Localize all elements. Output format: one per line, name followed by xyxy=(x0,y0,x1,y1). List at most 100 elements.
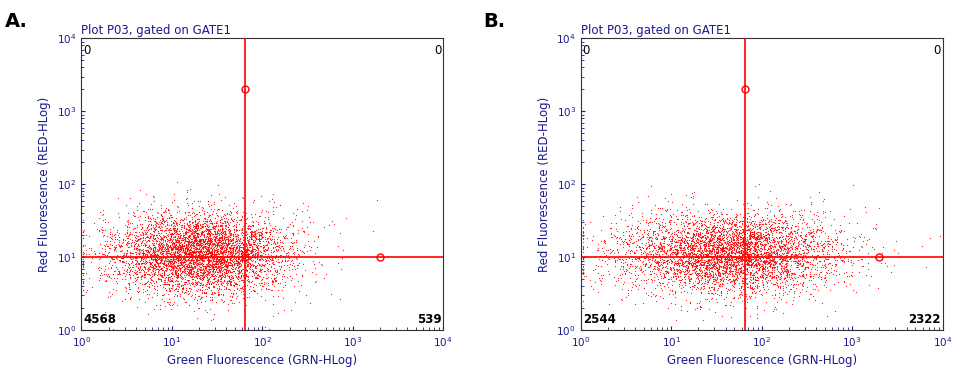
Point xyxy=(162,274,177,280)
Point xyxy=(161,275,176,281)
Point xyxy=(98,219,113,225)
Point xyxy=(711,282,726,288)
Point xyxy=(710,219,725,225)
Point xyxy=(182,218,197,224)
Point xyxy=(158,242,173,248)
Point xyxy=(230,249,245,255)
Point xyxy=(722,245,737,251)
Point xyxy=(164,267,179,273)
Point xyxy=(651,223,666,229)
Point xyxy=(733,234,748,240)
Point xyxy=(229,267,244,273)
Point xyxy=(712,258,727,265)
Point xyxy=(240,251,256,257)
Point xyxy=(761,260,776,266)
Point xyxy=(164,227,179,233)
Point xyxy=(164,234,179,240)
Point xyxy=(708,232,723,238)
Point xyxy=(736,247,751,253)
Point xyxy=(230,253,245,259)
Point xyxy=(209,233,224,239)
Point xyxy=(175,268,190,274)
Point xyxy=(715,264,730,270)
Point xyxy=(213,242,229,248)
Point xyxy=(708,208,723,214)
Point xyxy=(227,246,242,252)
Point xyxy=(165,264,180,270)
Point xyxy=(638,246,654,252)
Point xyxy=(242,263,257,270)
Point xyxy=(219,246,234,252)
Point xyxy=(252,248,267,254)
Point xyxy=(251,242,266,248)
Point xyxy=(794,212,810,218)
Point xyxy=(142,237,157,243)
Point xyxy=(770,268,786,274)
Point xyxy=(185,229,200,235)
Point xyxy=(689,305,704,311)
Point xyxy=(168,270,184,276)
Point xyxy=(192,240,208,246)
Point xyxy=(709,245,724,251)
Point xyxy=(193,252,209,258)
Point xyxy=(758,274,773,280)
Point xyxy=(675,239,690,245)
Point xyxy=(636,227,652,233)
Point xyxy=(679,233,694,239)
Point xyxy=(245,239,260,245)
Point xyxy=(705,261,721,267)
Point xyxy=(664,282,679,288)
Point xyxy=(143,280,158,286)
Point xyxy=(272,258,287,265)
Point xyxy=(115,240,130,246)
Point xyxy=(282,220,298,227)
Point xyxy=(705,256,721,262)
Point xyxy=(137,242,152,248)
Point xyxy=(738,255,753,262)
Point xyxy=(132,250,147,256)
Point xyxy=(704,268,720,274)
Point xyxy=(709,248,724,254)
Point xyxy=(679,267,695,273)
Point xyxy=(668,252,683,258)
Point xyxy=(774,232,790,238)
Point xyxy=(727,222,743,228)
Point xyxy=(754,292,769,298)
Point xyxy=(735,229,750,235)
Point xyxy=(672,260,687,266)
Point xyxy=(817,230,833,237)
Point xyxy=(806,230,821,236)
Point xyxy=(163,244,178,250)
Point xyxy=(652,215,667,221)
Point xyxy=(693,262,708,268)
Point xyxy=(204,246,219,252)
Point xyxy=(216,268,232,275)
Point xyxy=(681,274,697,280)
Point xyxy=(651,276,666,283)
Point xyxy=(199,261,214,267)
Point xyxy=(187,274,202,280)
Point xyxy=(141,295,156,301)
Point xyxy=(627,250,642,256)
Point xyxy=(768,272,784,278)
Point xyxy=(678,253,693,260)
Point xyxy=(128,271,144,277)
Point xyxy=(738,265,753,271)
Point xyxy=(642,268,657,274)
Point xyxy=(214,240,230,247)
Point xyxy=(657,274,672,280)
Point xyxy=(217,225,233,231)
Point xyxy=(755,285,770,291)
Point xyxy=(772,261,788,267)
Point xyxy=(706,217,722,223)
Point xyxy=(191,279,207,285)
Point xyxy=(666,255,681,262)
Point xyxy=(658,250,674,256)
Point xyxy=(749,284,765,290)
Point xyxy=(756,265,771,271)
Point xyxy=(206,248,221,255)
Point xyxy=(289,247,304,253)
Point xyxy=(185,248,200,255)
Point xyxy=(200,258,215,264)
Point xyxy=(654,267,669,273)
